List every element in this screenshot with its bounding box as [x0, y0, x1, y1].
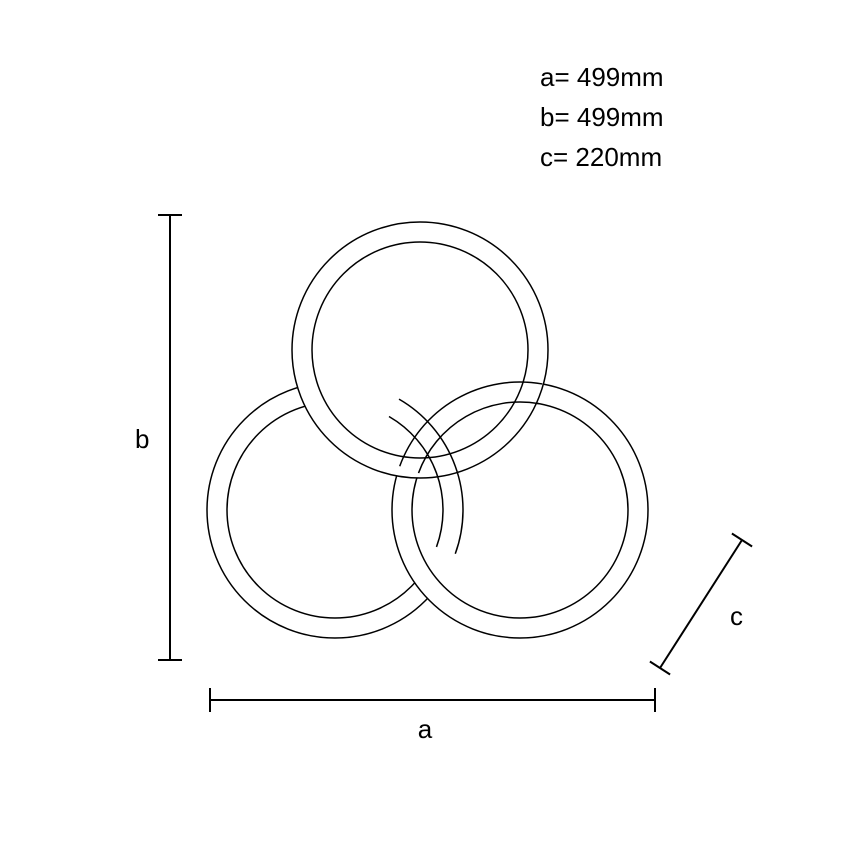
legend-line: c= 220mm — [540, 142, 662, 172]
ring-top-inner — [312, 242, 528, 458]
legend-line: a= 499mm — [540, 62, 664, 92]
dim-b-label: b — [135, 424, 149, 454]
dim-a-label: a — [418, 714, 433, 744]
legend-line: b= 499mm — [540, 102, 664, 132]
dim-c-label: c — [730, 601, 743, 631]
